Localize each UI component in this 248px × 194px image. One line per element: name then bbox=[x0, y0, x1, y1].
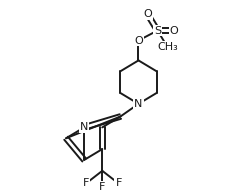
Text: O: O bbox=[134, 36, 143, 46]
Text: N: N bbox=[134, 99, 143, 109]
Text: F: F bbox=[83, 178, 89, 189]
Text: N: N bbox=[80, 122, 88, 132]
Text: O: O bbox=[143, 9, 152, 19]
Text: O: O bbox=[169, 26, 178, 36]
Text: F: F bbox=[115, 178, 122, 189]
Text: F: F bbox=[99, 182, 105, 192]
Text: S: S bbox=[154, 26, 161, 36]
Text: CH₃: CH₃ bbox=[157, 42, 178, 52]
